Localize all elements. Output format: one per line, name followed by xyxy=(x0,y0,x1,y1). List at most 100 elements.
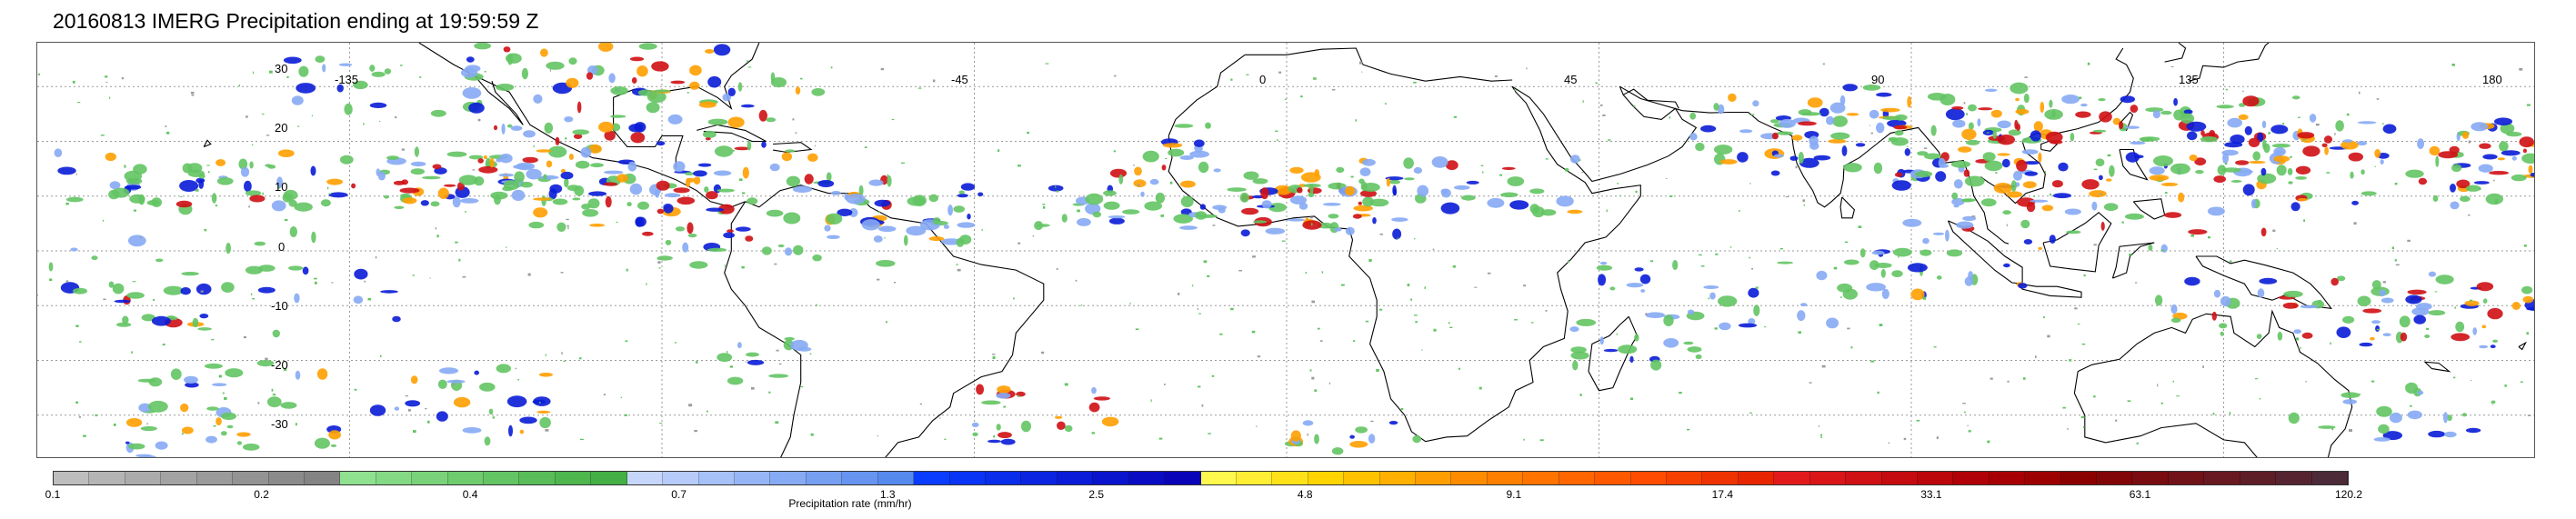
colorbar-tick-label: 9.1 xyxy=(1506,488,1522,501)
precipitation-cell xyxy=(2259,277,2278,284)
precipitation-speck xyxy=(1376,369,1379,372)
precipitation-cell xyxy=(1140,191,1145,197)
precipitation-speck xyxy=(1962,403,1966,404)
precipitation-cell xyxy=(138,403,152,413)
precipitation-speck xyxy=(2382,281,2386,284)
precipitation-cell xyxy=(2456,179,2471,189)
precipitation-cell xyxy=(2026,202,2036,213)
precipitation-speck xyxy=(1158,437,1163,440)
precipitation-cell xyxy=(1361,158,1376,166)
precipitation-cell xyxy=(226,243,232,255)
precipitation-cell xyxy=(2287,167,2293,175)
precipitation-speck xyxy=(367,297,372,301)
precipitation-speck xyxy=(933,79,936,83)
precipitation-cell xyxy=(1162,143,1183,148)
precipitation-speck xyxy=(706,410,708,413)
precipitation-cell xyxy=(180,287,191,295)
precipitation-speck xyxy=(1870,132,1873,135)
precipitation-cell xyxy=(2109,165,2115,177)
precipitation-cell xyxy=(2001,158,2010,168)
precipitation-cell xyxy=(1842,288,1859,300)
precipitation-cell xyxy=(2432,195,2439,202)
precipitation-cell xyxy=(2405,169,2424,178)
precipitation-cell xyxy=(568,154,574,160)
precipitation-cell xyxy=(1047,185,1064,192)
precipitation-cell xyxy=(1797,310,1806,322)
precipitation-cell xyxy=(1924,153,1942,160)
precipitation-speck xyxy=(2391,246,2394,250)
precipitation-speck xyxy=(283,368,287,371)
coastline xyxy=(2018,283,2082,298)
precipitation-cell xyxy=(2183,109,2193,115)
coastline xyxy=(2073,371,2258,457)
precipitation-cell xyxy=(109,181,121,190)
precipitation-cell xyxy=(2149,175,2170,182)
precipitation-speck xyxy=(2121,221,2124,224)
precipitation-cell xyxy=(2242,184,2255,196)
precipitation-cell xyxy=(682,242,689,253)
precipitation-cell xyxy=(236,432,251,437)
precipitation-cell xyxy=(185,382,199,388)
precipitation-cell xyxy=(298,65,309,77)
precipitation-cell xyxy=(437,379,447,389)
precipitation-cell xyxy=(2160,110,2172,115)
precipitation-speck xyxy=(1889,137,1892,141)
precipitation-cell xyxy=(1978,107,1993,111)
precipitation-cell xyxy=(197,327,212,331)
precipitation-speck xyxy=(1619,195,1621,197)
precipitation-cell xyxy=(887,175,892,187)
precipitation-cell xyxy=(1567,209,1583,215)
precipitation-cell xyxy=(1703,285,1719,289)
precipitation-cell xyxy=(1739,129,1753,134)
colorbar-tick-label: 120.2 xyxy=(2334,488,2363,501)
precipitation-speck xyxy=(1150,399,1152,403)
precipitation-speck xyxy=(1424,286,1426,289)
precipitation-speck xyxy=(1687,428,1690,431)
latitude-label: 0 xyxy=(278,240,286,254)
precipitation-speck xyxy=(331,282,334,284)
colorbar-swatch xyxy=(1738,472,1775,484)
precipitation-speck xyxy=(561,352,563,355)
precipitation-speck xyxy=(830,66,833,69)
precipitation-speck xyxy=(2272,229,2276,232)
precipitation-cell xyxy=(1061,214,1067,223)
precipitation-cell xyxy=(656,141,666,146)
precipitation-cell xyxy=(1252,178,1268,185)
precipitation-speck xyxy=(2331,427,2334,431)
precipitation-cell xyxy=(766,117,777,123)
precipitation-cell xyxy=(483,155,487,160)
precipitation-cell xyxy=(564,116,574,123)
precipitation-speck xyxy=(2087,62,2090,65)
precipitation-cell xyxy=(181,272,199,276)
precipitation-cell xyxy=(496,364,511,374)
precipitation-cell xyxy=(1352,214,1362,219)
precipitation-cell xyxy=(1109,168,1128,178)
precipitation-speck xyxy=(2493,179,2495,182)
precipitation-cell xyxy=(785,149,796,153)
precipitation-cell xyxy=(953,205,965,213)
precipitation-cell xyxy=(2160,182,2179,186)
precipitation-speck xyxy=(76,102,81,104)
colorbar-ticks: 0.1 0.2 0.4 0.7 1.3 2.5 4.8 9.1 17.4 33.1 63.1 120.… xyxy=(45,488,2362,503)
coastline xyxy=(1245,47,1513,82)
precipitation-cell xyxy=(1599,336,1604,345)
precipitation-cell xyxy=(706,207,725,212)
precipitation-speck xyxy=(884,236,886,239)
precipitation-cell xyxy=(489,157,495,168)
precipitation-cell xyxy=(904,235,908,246)
precipitation-cell xyxy=(987,439,1001,444)
precipitation-speck xyxy=(2394,183,2398,185)
precipitation-cell xyxy=(1992,129,1997,139)
colorbar-swatch xyxy=(1666,472,1703,484)
precipitation-cell xyxy=(1952,119,1966,128)
precipitation-speck xyxy=(567,227,569,230)
precipitation-cell xyxy=(1168,148,1185,157)
precipitation-cell xyxy=(2491,400,2496,404)
precipitation-cell xyxy=(665,239,672,245)
precipitation-cell xyxy=(1871,250,1885,255)
precipitation-cell xyxy=(1919,249,1932,256)
precipitation-speck xyxy=(2504,384,2507,387)
precipitation-cell xyxy=(2481,324,2487,329)
precipitation-speck xyxy=(1032,235,1035,237)
precipitation-cell xyxy=(2435,155,2440,167)
